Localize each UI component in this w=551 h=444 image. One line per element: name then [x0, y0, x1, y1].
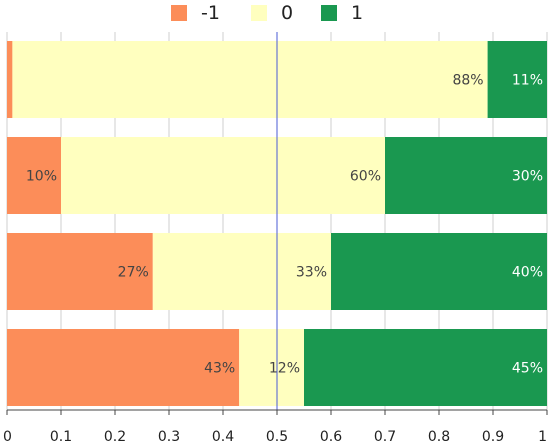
data-label-4-series-2: 45% — [512, 361, 543, 377]
legend-item-1[interactable]: 1 — [321, 0, 363, 26]
x-tick-label-3: 0.3 — [158, 429, 180, 444]
legend-swatch-0 — [251, 5, 267, 21]
data-label-2-series-2: 30% — [512, 169, 543, 185]
bar-segment-4-series-1[interactable] — [239, 329, 304, 406]
x-tick-label-2: 0.2 — [104, 429, 126, 444]
legend-label-1: 1 — [351, 2, 364, 24]
data-label-3-series-2: 40% — [512, 265, 543, 281]
legend-swatch-neg1 — [171, 5, 187, 21]
bar-segment-2-series-2[interactable] — [385, 137, 547, 214]
data-label-2-series-1: 60% — [350, 169, 381, 185]
x-tick-label-9: 0.9 — [482, 429, 504, 444]
legend: -1 0 1 — [0, 0, 551, 26]
bar-segment-1-series-1[interactable] — [12, 41, 488, 118]
legend-item-neg1[interactable]: -1 — [171, 0, 220, 26]
bar-segment-4-series-0[interactable] — [7, 329, 240, 406]
bar-segment-1-series-0[interactable] — [7, 41, 13, 118]
x-tick-label-5: 0.5 — [266, 429, 288, 444]
data-label-3-series-1: 33% — [296, 265, 327, 281]
data-label-2-series-0: 10% — [26, 169, 57, 185]
data-label-4-series-1: 12% — [269, 361, 300, 377]
legend-swatch-1 — [321, 5, 337, 21]
bar-segment-2-series-0[interactable] — [7, 137, 61, 214]
x-tick-label-1: 0.1 — [50, 429, 72, 444]
x-tick-label-4: 0.4 — [212, 429, 234, 444]
bar-segment-3-series-2[interactable] — [331, 233, 547, 310]
data-label-1-series-1: 88% — [452, 73, 483, 89]
bar-segment-2-series-1[interactable] — [61, 137, 385, 214]
bar-segment-3-series-1[interactable] — [152, 233, 331, 310]
legend-item-0[interactable]: 0 — [251, 0, 293, 26]
x-tick-label-6: 0.6 — [320, 429, 342, 444]
data-label-1-series-2: 11% — [512, 73, 543, 89]
bar-segment-1-series-2[interactable] — [487, 41, 547, 118]
bar-segment-4-series-2[interactable] — [304, 329, 547, 406]
x-tick-label-0: 0 — [3, 429, 12, 444]
legend-label-neg1: -1 — [201, 2, 220, 24]
x-tick-label-10: 1 — [538, 429, 547, 444]
data-label-4-series-0: 43% — [204, 361, 235, 377]
legend-label-0: 0 — [281, 2, 294, 24]
x-tick-label-7: 0.7 — [374, 429, 396, 444]
x-tick-label-8: 0.8 — [428, 429, 450, 444]
bar-segment-3-series-0[interactable] — [7, 233, 153, 310]
data-label-3-series-0: 27% — [118, 265, 149, 281]
